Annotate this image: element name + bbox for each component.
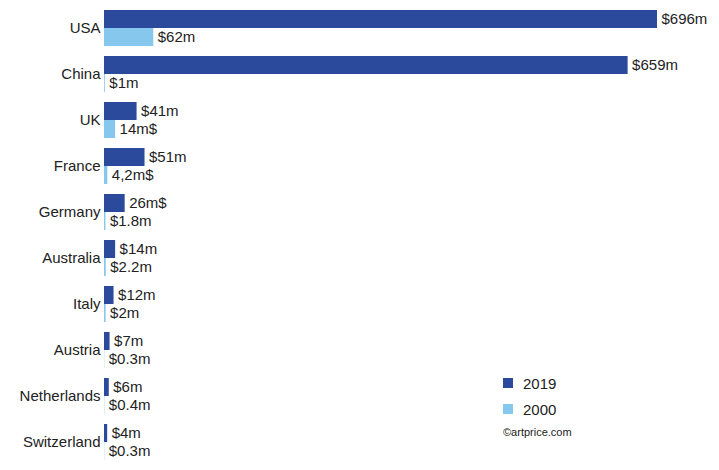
html-text:©artprice.com: ©artprice.com bbox=[503, 426, 572, 438]
svg-text:14m$: 14m$ bbox=[120, 120, 158, 137]
svg-text:$0.3m: $0.3m bbox=[109, 442, 151, 459]
html-text:2019: 2019 bbox=[523, 374, 557, 392]
svg-text:4,2m$: 4,2m$ bbox=[112, 166, 154, 183]
svg-text:$7m: $7m bbox=[114, 332, 143, 349]
svg-text:$6m: $6m bbox=[113, 378, 142, 395]
svg-text:$0.3m: $0.3m bbox=[109, 350, 151, 367]
svg-text:$696m: $696m bbox=[662, 10, 708, 27]
svg-text:$2.2m: $2.2m bbox=[110, 258, 152, 275]
svg-text:$14m: $14m bbox=[120, 240, 158, 257]
svg-text:UK: UK bbox=[80, 111, 101, 128]
svg-text:China: China bbox=[61, 65, 101, 82]
svg-text:$51m: $51m bbox=[149, 148, 187, 165]
svg-text:$4m: $4m bbox=[112, 424, 141, 441]
svg-text:Austria: Austria bbox=[54, 341, 101, 358]
svg-text:Switzerland: Switzerland bbox=[23, 433, 101, 450]
svg-text:$62m: $62m bbox=[158, 28, 196, 45]
svg-text:$12m: $12m bbox=[118, 286, 156, 303]
svg-text:$0.4m: $0.4m bbox=[109, 396, 151, 413]
svg-text:$41m: $41m bbox=[141, 102, 179, 119]
svg-text:$2m: $2m bbox=[110, 304, 139, 321]
svg-text:Australia: Australia bbox=[42, 249, 101, 266]
svg-text:26m$: 26m$ bbox=[129, 194, 167, 211]
svg-text:Italy: Italy bbox=[73, 295, 101, 312]
svg-text:$1.8m: $1.8m bbox=[110, 212, 152, 229]
svg-text:Netherlands: Netherlands bbox=[20, 387, 101, 404]
svg-text:$659m: $659m bbox=[632, 56, 678, 73]
svg-text:France: France bbox=[54, 157, 101, 174]
svg-text:USA: USA bbox=[70, 19, 101, 36]
svg-text:Germany: Germany bbox=[39, 203, 101, 220]
svg-text:$1m: $1m bbox=[109, 74, 138, 91]
html-text:2000: 2000 bbox=[523, 400, 557, 418]
